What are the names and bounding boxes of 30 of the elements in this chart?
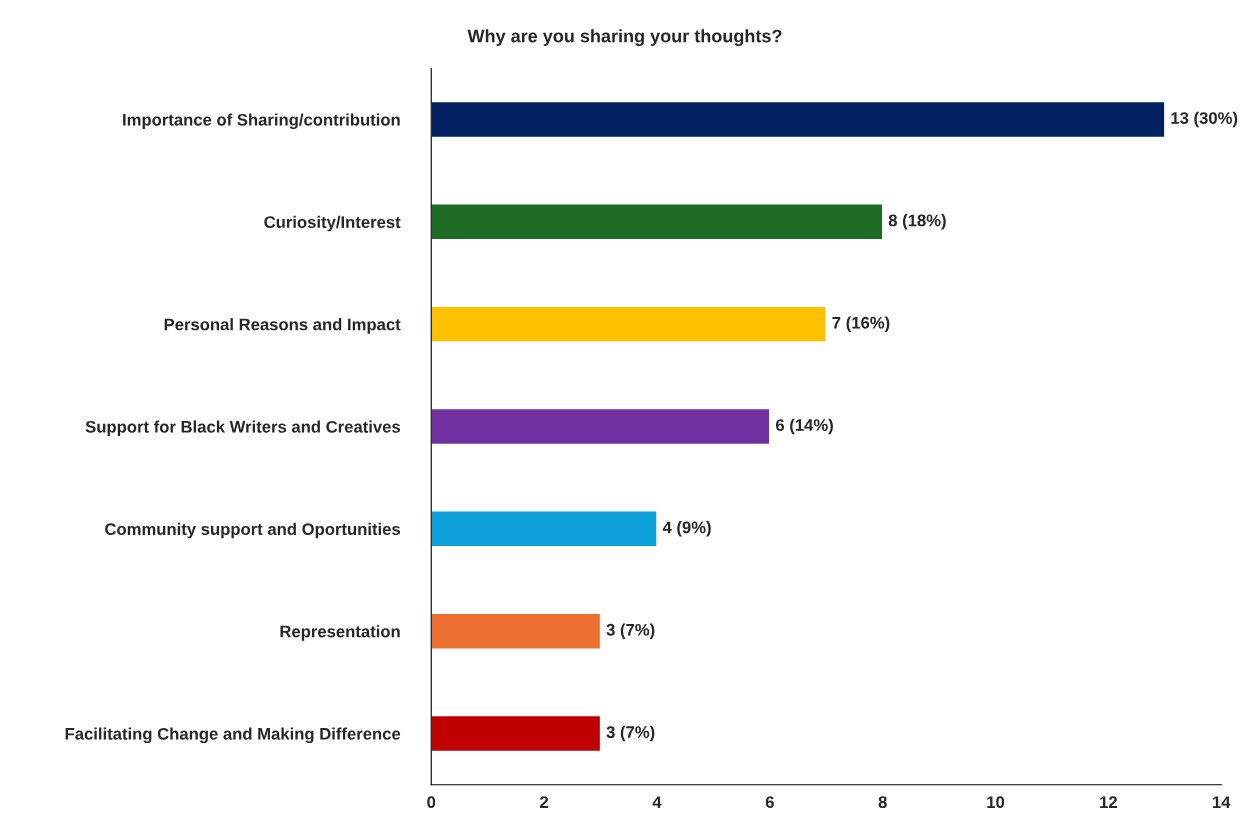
bar: [431, 100, 1166, 139]
x-tick-label: 8: [878, 796, 887, 809]
x-tick-label: 10: [987, 796, 1005, 809]
chart-title: Why are you sharing your thoughts?: [467, 29, 782, 47]
y-tick-label: Curiosity/Interest: [264, 215, 401, 232]
data-label: 7 (16%): [832, 316, 890, 332]
data-label: 3 (7%): [606, 725, 655, 742]
y-tick-label: Importance of Sharing/contribution: [123, 113, 400, 130]
y-tick-label: Personal Reasons and Impact: [164, 318, 401, 334]
data-label: 4 (9%): [662, 521, 711, 537]
x-tick-label: 4: [652, 796, 662, 808]
bar: [431, 203, 884, 241]
x-tick-label: 6: [765, 796, 774, 809]
x-tick-label: 12: [1100, 796, 1117, 808]
data-label: 13 (30%): [1171, 111, 1238, 128]
bar: [431, 305, 827, 343]
data-label: 8 (18%): [888, 214, 946, 230]
data-label: 6 (14%): [775, 418, 833, 435]
x-tick-label: 2: [540, 796, 549, 808]
x-tick-label: 14: [1213, 796, 1231, 808]
x-tick-label: 0: [427, 796, 436, 809]
y-tick-label: Facilitating Change and Making Difference: [65, 727, 401, 744]
y-tick-label: Support for Black Writers and Creatives: [85, 420, 401, 436]
y-tick-label: Community support and Oportunities: [105, 522, 401, 539]
y-tick-label: Representation: [280, 625, 400, 641]
bar: [431, 407, 771, 446]
bar: [431, 714, 602, 753]
data-label: 3 (7%): [606, 623, 655, 639]
bar: [431, 612, 602, 650]
bar: [431, 510, 658, 548]
